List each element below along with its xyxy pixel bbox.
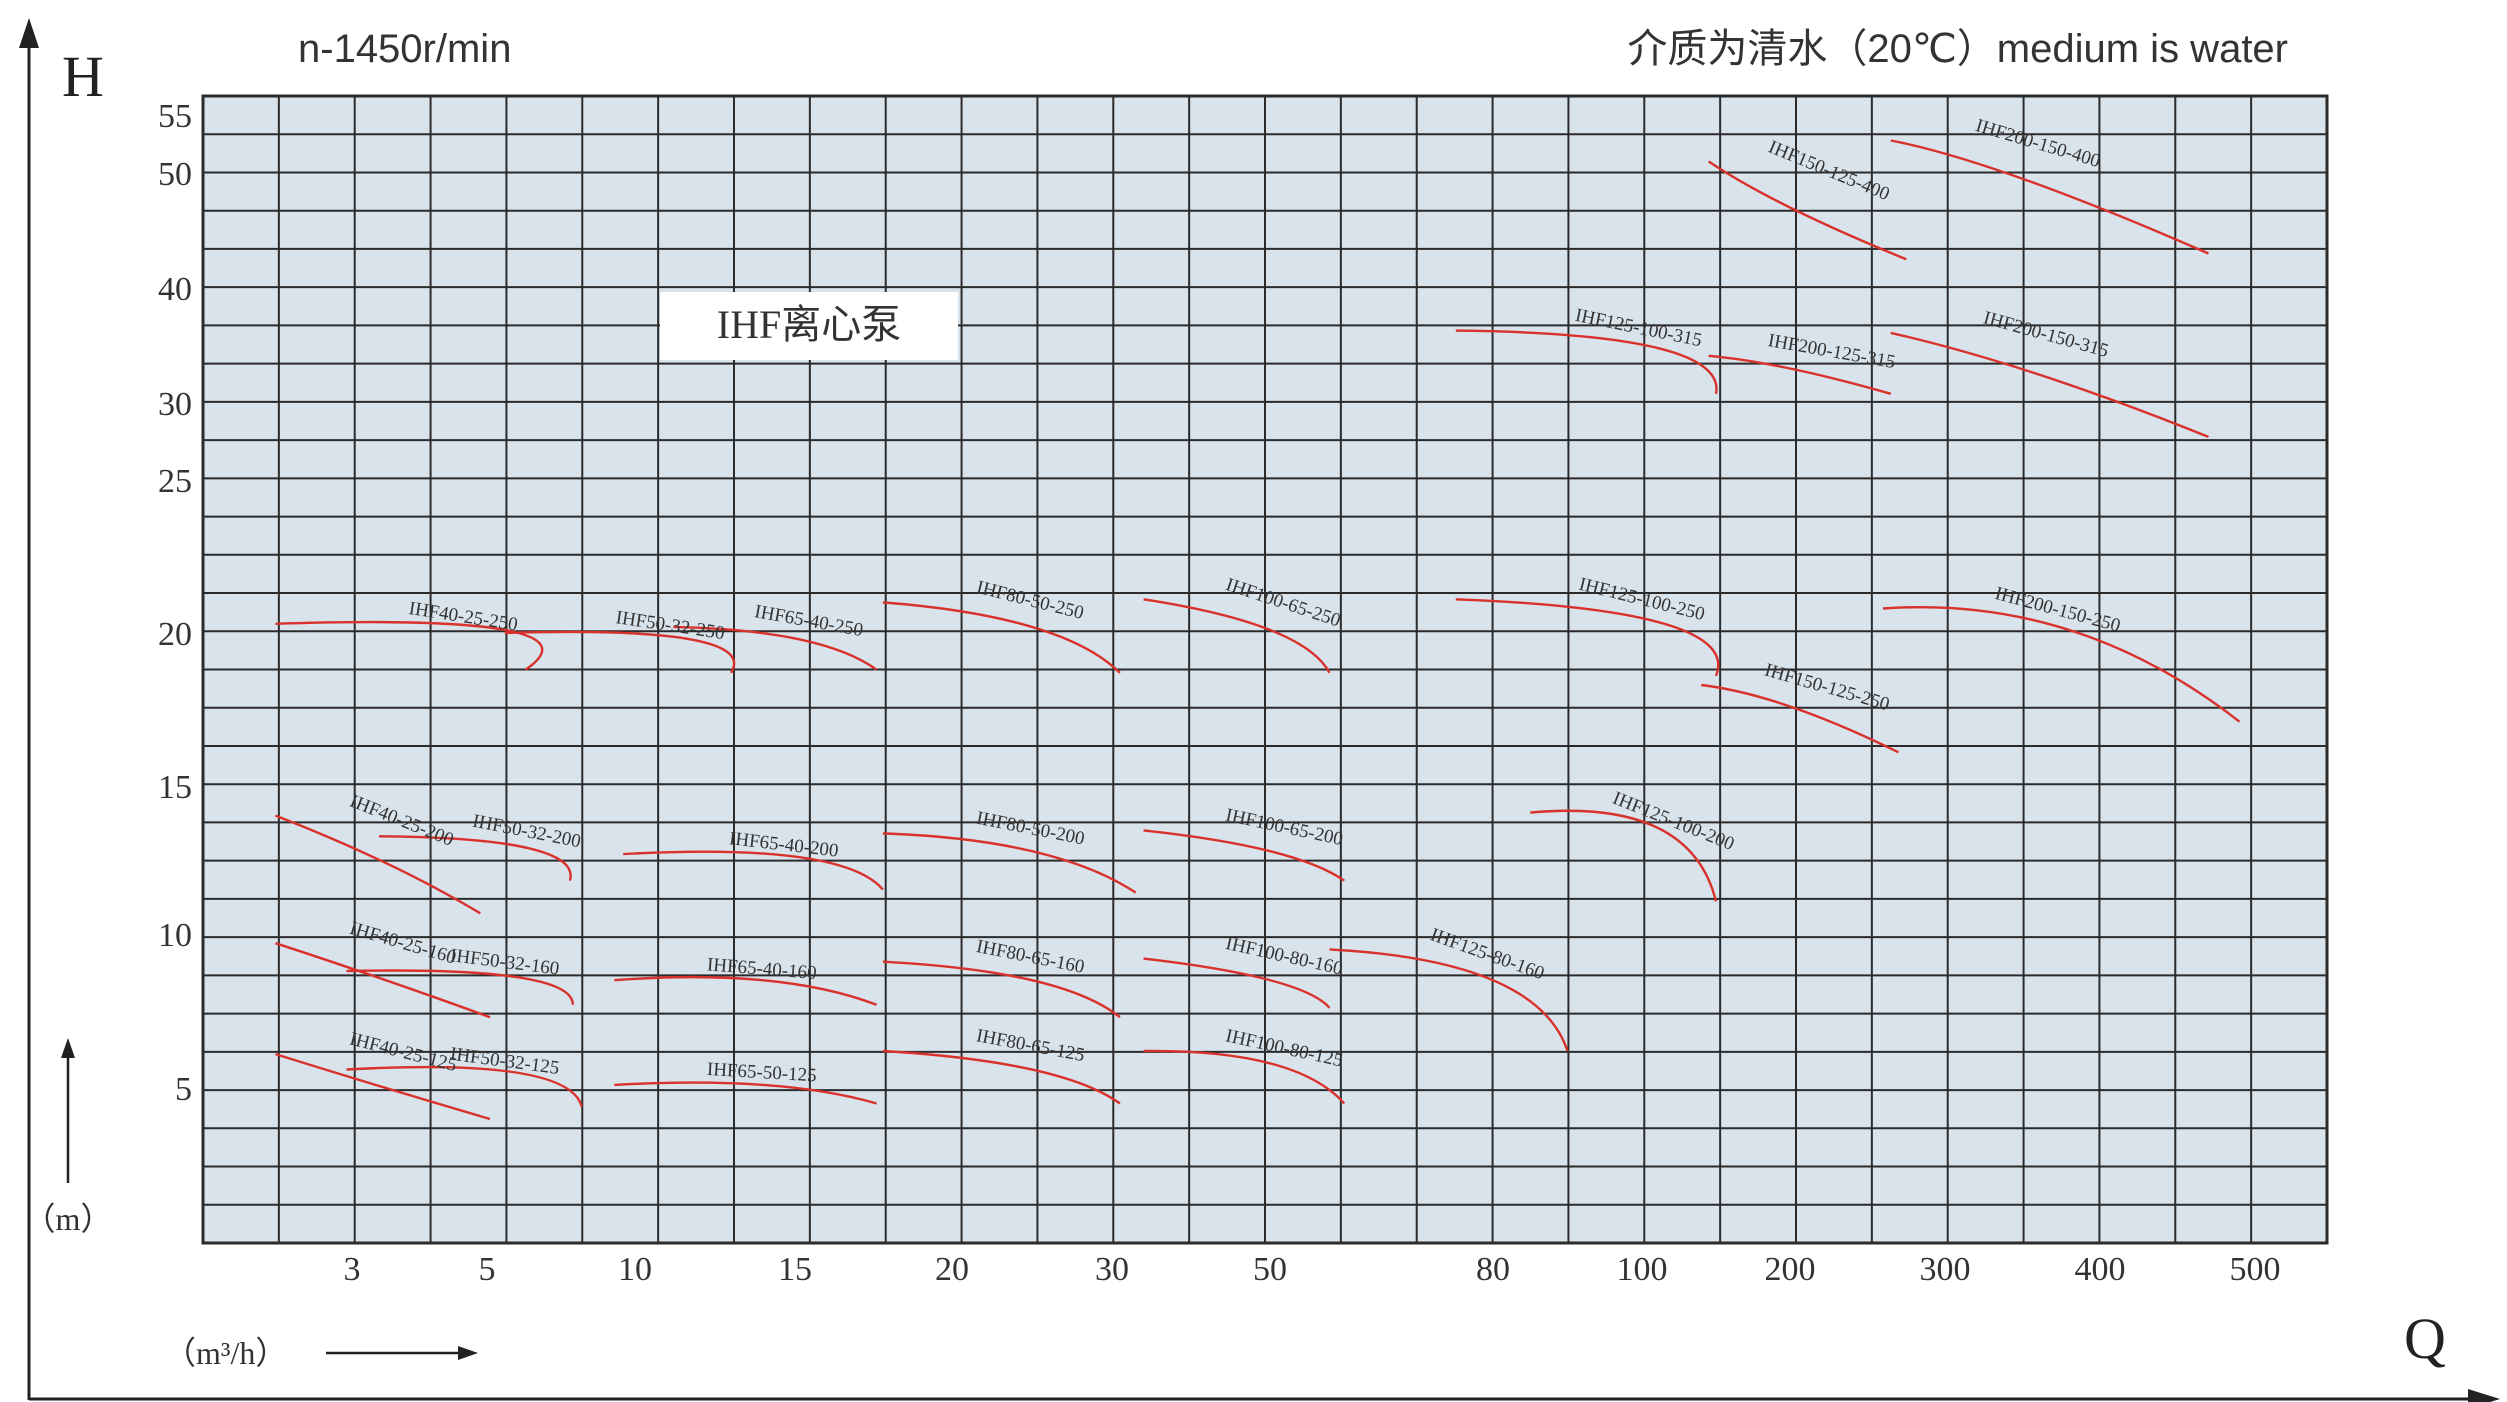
curve-ihf65-40-250: [673, 625, 878, 671]
curve-ihf125-100-200: [1530, 809, 1718, 902]
x-tick-label: 500: [2230, 1251, 2281, 1288]
curve-ihf65-50-125: [614, 1081, 877, 1105]
curve-ihf80-65-160: [882, 960, 1121, 1019]
medium-label: 介质为清水（20℃）medium is water: [1627, 27, 2288, 71]
curve-ihf65-40-200: [623, 850, 884, 891]
x-tick-label: 15: [778, 1251, 812, 1288]
x-tick-label: 200: [1765, 1251, 1816, 1288]
y-tick-labels: 55 50 40 30 25 20 15 10 5: [158, 98, 192, 1108]
curve-ihf125-80-160: [1329, 948, 1569, 1052]
curve-ihf80-50-200: [882, 832, 1137, 894]
y-tick-label: 15: [158, 769, 192, 806]
x-tick-label: 5: [479, 1251, 496, 1288]
x-tick-label: 3: [344, 1251, 361, 1288]
curve-ihf50-32-125: [346, 1065, 583, 1107]
curve-ihf200-150-400: [1890, 139, 2209, 255]
curve-ihf50-32-160: [346, 969, 575, 1005]
curve-ihf200-150-250: [1882, 605, 2241, 723]
curve-ihf100-80-160: [1143, 957, 1331, 1009]
grid: [203, 96, 2327, 1243]
y-axis-arrow: [19, 18, 39, 48]
curve-ihf100-80-125: [1143, 1049, 1346, 1105]
x-tick-label: 300: [1920, 1251, 1971, 1288]
curve-ihf150-125-400: [1707, 160, 1907, 261]
x-tick-label: 80: [1476, 1251, 1510, 1288]
curve-ihf125-100-315: [1455, 329, 1718, 395]
curve-ihf50-32-250: [504, 630, 736, 674]
x-unit-label: （m³/h）: [164, 1335, 287, 1371]
curve-ihf100-65-250: [1143, 598, 1331, 674]
y-tick-label: 55: [158, 98, 192, 135]
curve-ihf125-100-250: [1455, 598, 1720, 677]
x-axis-label: Q: [2404, 1306, 2446, 1371]
curve-ihf40-25-160: [275, 942, 491, 1019]
x-tick-label: 100: [1617, 1251, 1668, 1288]
plot-frame: [201, 94, 2329, 1245]
x-tick-label: 400: [2075, 1251, 2126, 1288]
curve-ihf50-32-200: [378, 835, 572, 882]
curve-ihf40-25-125: [275, 1052, 491, 1121]
title-box: [660, 292, 958, 360]
y-tick-label: 5: [175, 1071, 192, 1108]
x-axis-arrow: [2468, 1389, 2500, 1402]
x-unit-arrow-head: [458, 1346, 478, 1360]
y-axis-label: H: [62, 44, 104, 109]
x-tick-label: 30: [1095, 1251, 1129, 1288]
chart-title: IHF离心泵: [717, 302, 901, 347]
curve-ihf40-25-250: [275, 620, 544, 671]
y-unit-label: （m）: [24, 1201, 113, 1237]
y-unit-arrow-head: [61, 1038, 75, 1058]
y-tick-label: 50: [158, 156, 192, 193]
curve-ihf200-150-315: [1890, 331, 2209, 439]
curve-ihf100-65-200: [1143, 829, 1345, 882]
curve-ihf80-65-125: [882, 1049, 1121, 1105]
speed-label: n-1450r/min: [298, 27, 511, 71]
curve-ihf65-40-160: [614, 975, 878, 1006]
y-tick-label: 10: [158, 917, 192, 954]
x-tick-label: 50: [1253, 1251, 1287, 1288]
performance-curves: [275, 139, 2241, 1121]
curve-ihf200-125-315: [1708, 354, 1892, 395]
x-tick-label: 10: [618, 1251, 652, 1288]
curve-ihf150-125-250: [1701, 683, 1900, 754]
curve-ihf40-25-200: [275, 814, 481, 915]
x-tick-label: 20: [935, 1251, 969, 1288]
curve-ihf80-50-250: [882, 601, 1121, 674]
x-tick-labels: 3 5 10 15 20 30 50 80 100 200 300 400 500: [344, 1251, 2281, 1288]
y-tick-label: 25: [158, 463, 192, 500]
y-tick-label: 40: [158, 271, 192, 308]
y-tick-label: 20: [158, 616, 192, 653]
y-tick-label: 30: [158, 386, 192, 423]
